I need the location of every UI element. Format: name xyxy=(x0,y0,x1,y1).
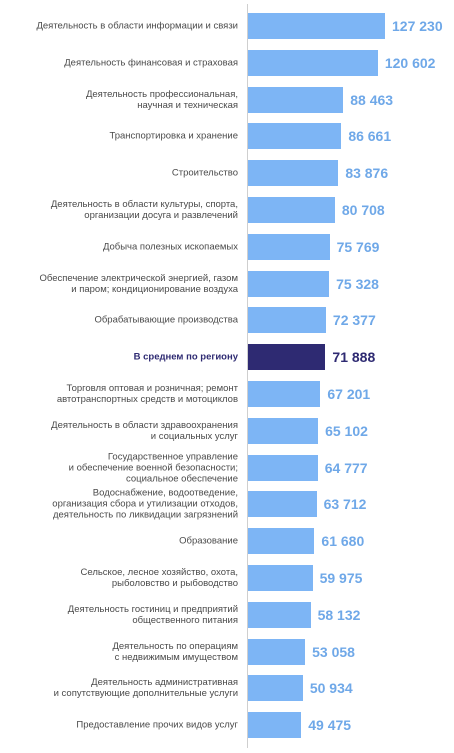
value-label: 71 888 xyxy=(332,349,376,366)
bar xyxy=(248,675,303,702)
value-label: 65 102 xyxy=(325,422,368,439)
category-label: Торговля оптовая и розничная; ремонт авт… xyxy=(56,383,238,405)
value-axis-line xyxy=(247,4,248,748)
bar xyxy=(248,638,306,665)
value-label: 53 058 xyxy=(312,643,355,660)
bar xyxy=(248,528,315,555)
value-label: 120 602 xyxy=(384,54,436,71)
category-label: Транспортировка и хранение xyxy=(109,130,238,142)
category-label: Деятельность в области культуры, спорта,… xyxy=(50,199,238,221)
value-label: 80 708 xyxy=(341,202,385,218)
bar xyxy=(248,86,344,113)
bar xyxy=(248,601,311,628)
value-label: 83 876 xyxy=(345,165,389,182)
value-label: 72 377 xyxy=(332,312,376,329)
bar xyxy=(248,270,330,297)
category-label: Деятельность гостиниц и предприятий обще… xyxy=(67,603,238,626)
category-label: Водоснабжение, водоотведение, организаци… xyxy=(52,487,238,521)
value-label: 75 769 xyxy=(336,238,380,255)
bar xyxy=(248,491,317,518)
category-label: В среднем по региону xyxy=(133,351,238,363)
value-label: 49 475 xyxy=(308,717,352,734)
category-label: Образование xyxy=(179,535,238,547)
category-label: Деятельность профессиональная, научная и… xyxy=(85,88,238,111)
value-label: 86 661 xyxy=(348,128,392,145)
category-label: Деятельность административная и сопутств… xyxy=(53,677,238,700)
category-label: Обрабатывающие производства xyxy=(94,314,238,326)
value-label: 58 132 xyxy=(317,606,361,623)
value-label: 61 680 xyxy=(321,533,365,550)
category-label: Государственное управление и обеспечение… xyxy=(68,451,238,485)
category-label: Предоставление прочих видов услуг xyxy=(76,719,238,731)
bar xyxy=(248,160,339,187)
bar xyxy=(248,123,342,150)
bar xyxy=(248,13,385,39)
bar-average xyxy=(248,344,326,371)
value-label: 67 201 xyxy=(327,386,371,402)
bar xyxy=(248,49,378,76)
value-label: 64 777 xyxy=(324,459,368,476)
bar xyxy=(248,712,302,739)
bar xyxy=(248,454,318,481)
bar xyxy=(248,565,313,591)
category-label: Деятельность финансовая и страховая xyxy=(64,57,238,69)
value-label: 88 463 xyxy=(350,91,394,108)
value-label: 127 230 xyxy=(392,18,443,34)
category-label: Сельское, лесное хозяйство, охота, рыбол… xyxy=(80,567,238,589)
bar xyxy=(248,381,321,407)
category-label: Строительство xyxy=(171,167,238,179)
value-label: 63 712 xyxy=(323,496,367,513)
bar xyxy=(248,417,319,444)
category-label: Деятельность в области здравоохранения и… xyxy=(51,419,238,442)
category-label: Добыча полезных ископаемых xyxy=(102,241,238,253)
bar xyxy=(248,307,326,334)
category-label: Деятельность в области информации и связ… xyxy=(36,20,238,32)
category-label: Деятельность по операциям с недвижимым и… xyxy=(112,640,238,663)
value-label: 50 934 xyxy=(309,680,353,697)
category-label: Обеспечение электрической энергией, газо… xyxy=(39,272,238,295)
value-label: 59 975 xyxy=(319,570,363,586)
bar xyxy=(248,233,330,260)
value-label: 75 328 xyxy=(336,275,379,292)
bar xyxy=(248,197,335,223)
